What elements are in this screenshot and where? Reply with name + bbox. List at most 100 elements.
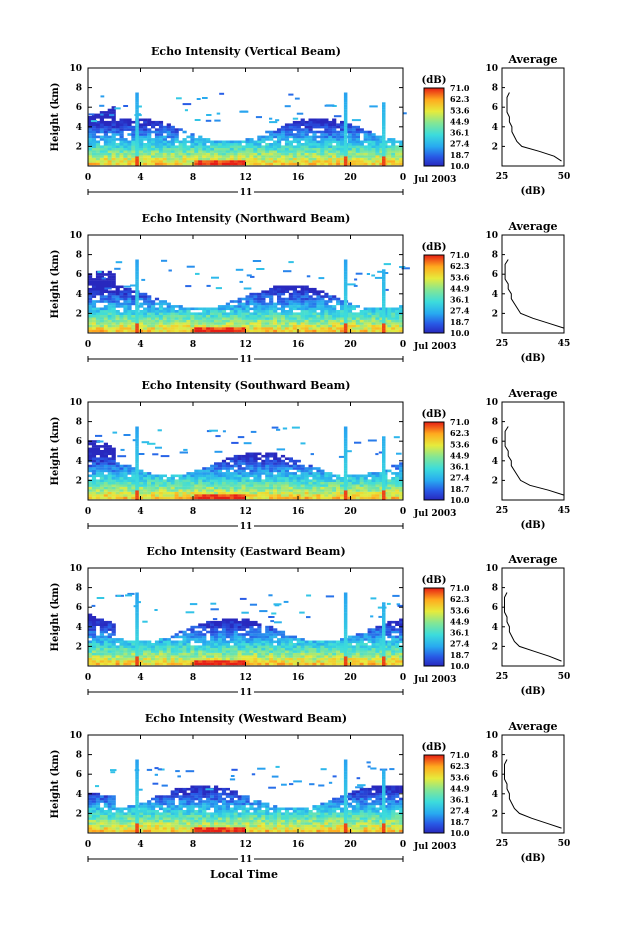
heatmap-cell <box>253 472 258 475</box>
heatmap-cell <box>151 305 156 308</box>
rain-streak-cell <box>382 323 386 326</box>
heatmap-cell <box>245 647 250 651</box>
heatmap-cell <box>395 155 400 158</box>
heatmap-cell <box>351 305 356 308</box>
heatmap-cell <box>265 640 270 644</box>
heatmap-cell <box>115 479 120 482</box>
heatmap-cell <box>158 152 164 156</box>
heatmap-cell <box>202 625 207 629</box>
heatmap-cell <box>284 491 290 495</box>
heatmap-cell <box>99 120 104 124</box>
heatmap-cell <box>162 491 167 495</box>
heatmap-cell <box>210 464 215 468</box>
heatmap-cell <box>190 133 195 136</box>
heatmap-cell <box>300 295 305 298</box>
rain-streak-cell <box>382 104 386 108</box>
heatmap-cell <box>375 453 379 456</box>
heatmap-cell <box>95 469 101 473</box>
heatmap-cell <box>320 290 325 293</box>
heatmap-cell <box>111 625 116 629</box>
heatmap-cell <box>210 150 215 153</box>
heatmap-cell <box>316 302 321 306</box>
heatmap-cell <box>245 643 250 646</box>
heatmap-cell <box>221 459 227 463</box>
heatmap-cell <box>253 454 258 458</box>
heatmap-cell <box>103 120 108 124</box>
heatmap-cell <box>280 128 286 131</box>
heatmap-cell <box>217 630 223 634</box>
heatmap-cell <box>95 307 101 311</box>
heatmap-cell <box>95 452 101 456</box>
heatmap-cell <box>206 655 211 658</box>
heatmap-cell <box>210 329 215 333</box>
heatmap-cell <box>245 484 250 487</box>
heatmap-cell <box>257 481 262 485</box>
heatmap-cell <box>363 138 368 141</box>
heatmap-cell <box>170 140 175 144</box>
heatmap-cell <box>123 472 128 475</box>
heatmap-cell <box>237 457 242 460</box>
heatmap-cell <box>158 138 164 141</box>
heatmap-cell <box>367 147 372 151</box>
heatmap-cell <box>119 285 124 289</box>
heatmap-cell <box>214 140 219 144</box>
heatmap-cell <box>190 657 195 661</box>
heatmap-cell <box>154 662 160 666</box>
heatmap-cell <box>340 484 345 487</box>
heatmap-cell <box>399 496 404 500</box>
heatmap-cell <box>99 138 104 141</box>
heatmap-cell <box>158 150 164 153</box>
heatmap-cell <box>214 633 219 636</box>
heatmap-cell <box>103 452 108 456</box>
heatmap-cell <box>233 484 238 487</box>
heatmap-cell <box>186 135 191 139</box>
heatmap-cell <box>147 118 152 122</box>
heatmap-cell <box>284 319 290 323</box>
heatmap-cell <box>241 481 246 485</box>
heatmap-cell <box>379 140 384 144</box>
heatmap-cell <box>288 479 293 482</box>
heatmap-cell <box>198 312 203 315</box>
x-tick-label: 0 <box>400 340 406 350</box>
heatmap-cell <box>367 645 372 648</box>
heatmap-cell <box>304 128 309 131</box>
heatmap-cell <box>312 312 317 315</box>
heatmap-cell <box>253 147 258 151</box>
heatmap-cell <box>328 319 333 323</box>
heatmap-cell <box>147 329 152 333</box>
heatmap-cell <box>261 147 266 151</box>
heatmap-cell <box>284 489 290 492</box>
heatmap-cell <box>347 635 353 639</box>
heatmap-cell <box>359 140 364 144</box>
heatmap-cell <box>340 496 345 500</box>
heatmap-cell <box>190 157 195 161</box>
heatmap-cell <box>355 157 360 161</box>
heatmap-cell <box>347 283 356 286</box>
heatmap-cell <box>347 128 353 131</box>
heatmap-cell <box>88 452 93 456</box>
rain-streak-cell <box>135 276 139 280</box>
heatmap-cell <box>379 152 384 156</box>
rain-streak-cell <box>343 298 348 302</box>
heatmap-cell <box>198 322 203 325</box>
day-label: 11 <box>240 188 253 198</box>
heatmap-cell <box>387 140 392 144</box>
heatmap-cell <box>91 628 97 631</box>
heatmap-cell <box>265 295 270 298</box>
heatmap-cell <box>107 125 112 129</box>
heatmap-cell <box>391 481 396 485</box>
heatmap-cell <box>265 155 270 158</box>
heatmap-cell <box>257 327 262 330</box>
heatmap-cell <box>143 307 148 311</box>
heatmap-cell <box>138 453 145 455</box>
heatmap-cell <box>308 295 313 298</box>
heatmap-cell <box>308 145 313 148</box>
heatmap-cell <box>161 259 168 262</box>
heatmap-cell <box>354 278 358 281</box>
heatmap-cell <box>395 147 400 151</box>
heatmap-cell <box>217 307 223 311</box>
heatmap-cell <box>324 302 329 306</box>
heatmap-cell <box>240 110 248 113</box>
heatmap-cell <box>158 145 164 148</box>
heatmap-cell <box>245 638 250 641</box>
